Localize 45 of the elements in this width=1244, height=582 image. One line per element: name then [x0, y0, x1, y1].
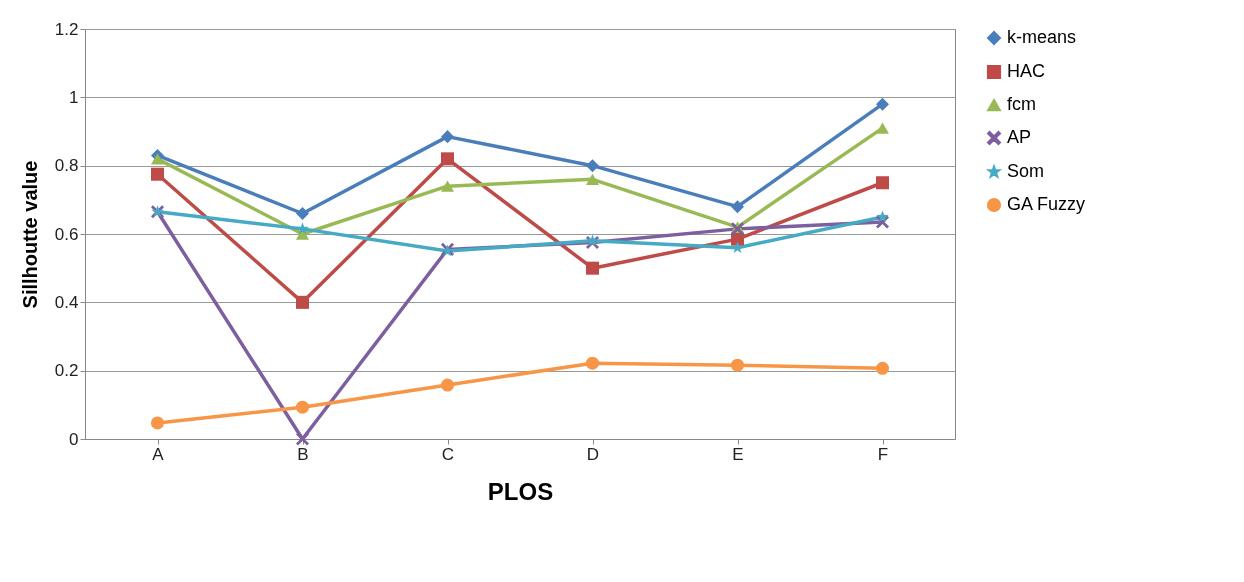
x-tick-label: D: [586, 444, 600, 464]
point: [295, 400, 310, 414]
legend-label: fcm: [1007, 94, 1036, 114]
point: [585, 159, 600, 173]
point: [295, 295, 310, 309]
point: [150, 416, 165, 430]
point: [585, 261, 600, 275]
y-tick-label: 0: [69, 429, 79, 449]
legend-label: HAC: [1007, 61, 1046, 81]
point: [876, 210, 889, 223]
y-axis-title: Sillhoutte value: [18, 160, 41, 309]
y-tick-label: 0.6: [54, 224, 79, 244]
point: [875, 122, 890, 134]
point: [296, 222, 309, 235]
point: [875, 361, 890, 375]
point: [731, 241, 744, 253]
y-tick-label: 1.2: [54, 19, 79, 39]
point: [440, 152, 455, 166]
x-tick-label: F: [877, 444, 889, 464]
x-tick-label: A: [152, 444, 165, 464]
point: [585, 356, 600, 370]
point: [150, 167, 165, 181]
y-tick-label: 0.4: [54, 292, 79, 312]
x-tick-label: E: [732, 444, 744, 464]
point: [150, 153, 165, 165]
point: [440, 130, 455, 144]
legend-label: k-means: [1007, 27, 1077, 47]
y-tick-label: 0.8: [54, 156, 79, 176]
point: [730, 358, 745, 372]
point: [875, 176, 890, 190]
legend-label: GA Fuzzy: [1007, 194, 1086, 214]
legend-label: AP: [1007, 127, 1032, 147]
legend-label: Som: [1007, 161, 1045, 181]
x-tick-label: B: [297, 444, 309, 464]
point: [295, 432, 310, 446]
point: [440, 180, 455, 192]
x-tick-label: C: [441, 444, 455, 464]
point: [585, 173, 600, 185]
y-tick-label: 1: [69, 87, 79, 107]
x-axis-title: PLOS: [487, 477, 554, 505]
y-tick-label: 0.2: [54, 361, 79, 381]
point: [295, 206, 310, 221]
point: [440, 378, 455, 392]
point: [730, 200, 745, 214]
point: [875, 97, 890, 111]
